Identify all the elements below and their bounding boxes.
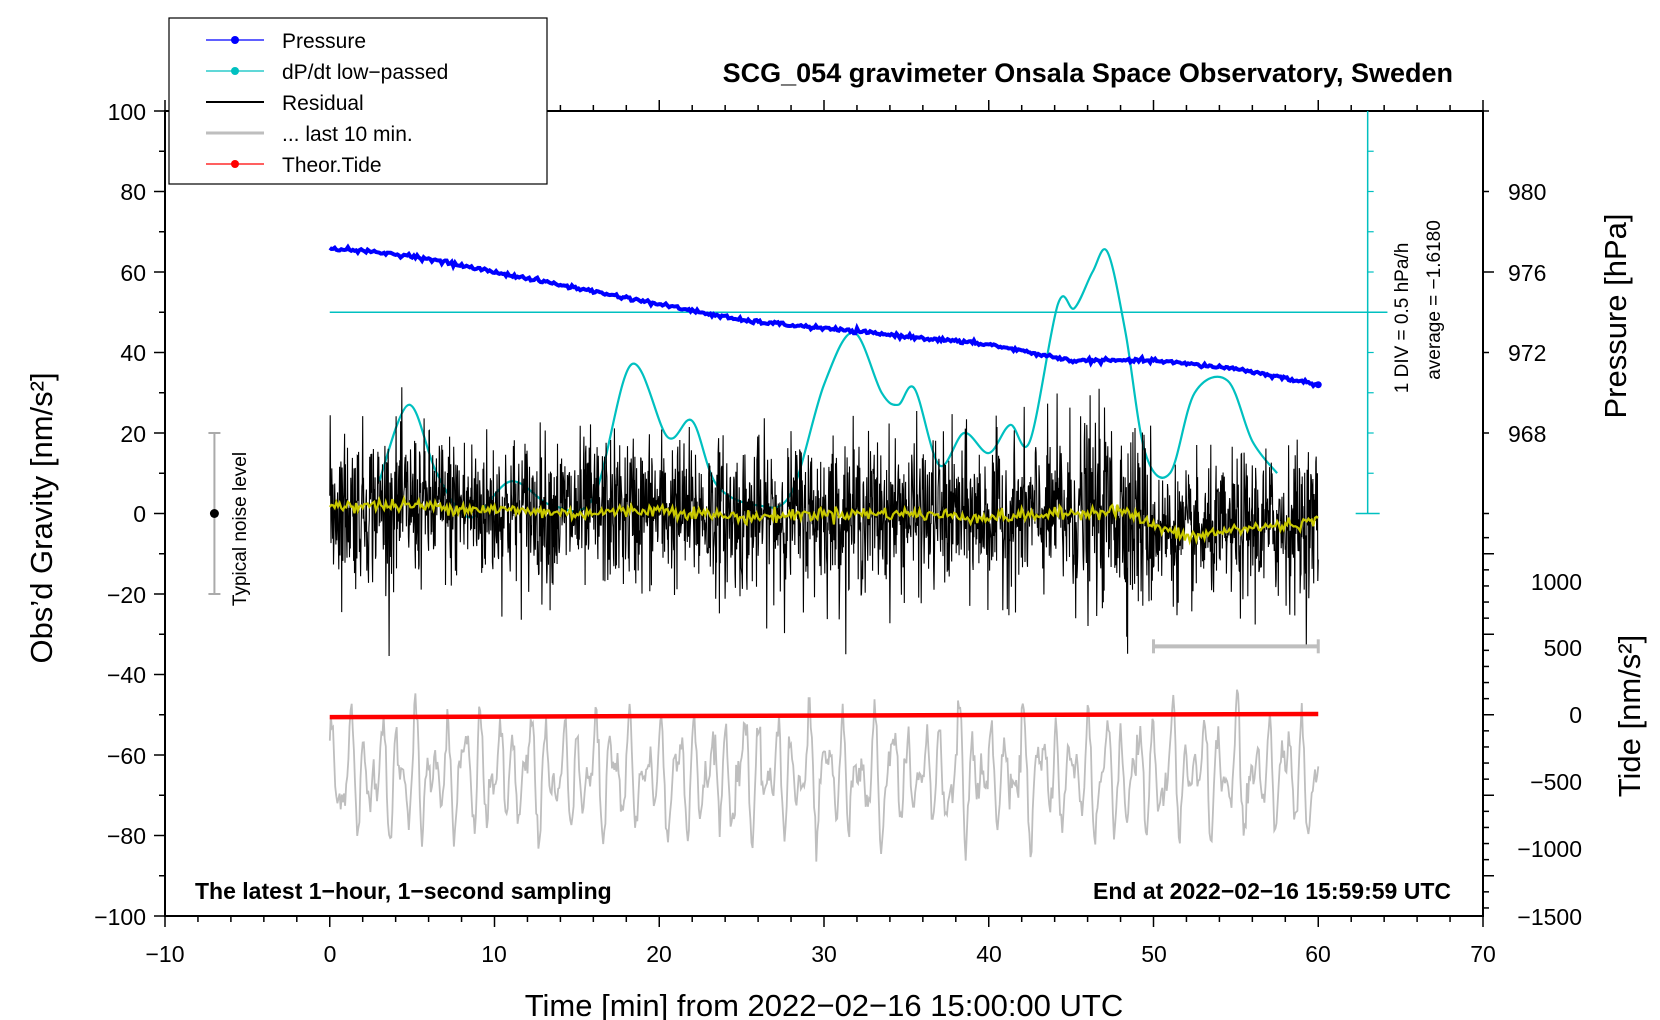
legend-entry-pressure: Pressure xyxy=(206,30,366,53)
pressure-tick-label: 980 xyxy=(1508,179,1546,205)
y-tick-label: 0 xyxy=(133,501,146,527)
tide-tick-labels: 1000 500 0 −500 −1000 −1500 xyxy=(1517,569,1582,930)
y-tick-label: −100 xyxy=(94,904,146,930)
y-tick-label: 80 xyxy=(120,179,146,205)
noise-center-dot xyxy=(209,509,219,518)
residual-smoothed-series xyxy=(328,494,1319,546)
noise-level-label: Typical noise level xyxy=(230,452,251,606)
x-tick-label: 50 xyxy=(1141,941,1167,967)
chart-title: SCG_054 gravimeter Onsala Space Observat… xyxy=(723,58,1453,88)
end-time-label: End at 2022−02−16 15:59:59 UTC xyxy=(1093,878,1451,904)
x-tick-label: 20 xyxy=(646,941,672,967)
y-tick-label: −80 xyxy=(107,823,146,849)
residual-smoothed-line xyxy=(328,494,1319,546)
x-tick-label: 60 xyxy=(1305,941,1331,967)
y-tick-labels-left: 100 80 60 40 20 0 −20 −40 −60 −80 −100 xyxy=(94,99,146,930)
tide-tick-label: −1000 xyxy=(1517,836,1582,862)
axis-ticks xyxy=(154,100,1494,927)
x-tick-labels: −10 0 10 20 30 40 50 60 70 xyxy=(145,941,1495,967)
y-tick-label: −60 xyxy=(107,743,146,769)
y-axis-title-pressure: Pressure [hPa] xyxy=(1598,213,1633,418)
residual-line xyxy=(329,387,1319,657)
legend-label: dP/dt low−passed xyxy=(282,61,448,84)
last-10-min-marker xyxy=(1152,639,1320,654)
y-axis-title-left: Obs’d Gravity [nm/s²] xyxy=(24,372,59,663)
pressure-tick-label: 972 xyxy=(1508,340,1546,366)
y-tick-label: −40 xyxy=(107,662,146,688)
pressure-tick-label: 976 xyxy=(1508,260,1546,286)
pressure-end-dot xyxy=(1314,381,1322,389)
legend-label: Residual xyxy=(282,92,364,115)
tide-tick-label: 0 xyxy=(1569,702,1582,728)
tide-tick-label: −500 xyxy=(1530,769,1582,795)
average-label: average = −1.6180 xyxy=(1424,220,1445,380)
last-10-min-line xyxy=(328,689,1320,862)
legend-entry-last10: ... last 10 min. xyxy=(206,123,413,146)
legend-entry-residual: Residual xyxy=(206,92,364,115)
pressure-tick-labels: 980 976 972 968 xyxy=(1508,179,1546,447)
tide-line xyxy=(329,711,1319,720)
tide-tick-label: 500 xyxy=(1544,635,1582,661)
x-tick-label: 30 xyxy=(811,941,837,967)
legend-entry-dpdt: dP/dt low−passed xyxy=(206,61,448,84)
legend-swatch-dot xyxy=(231,67,239,75)
legend: Pressure dP/dt low−passed Residual ... l… xyxy=(168,17,548,185)
x-tick-label: −10 xyxy=(145,941,184,967)
pressure-line xyxy=(328,243,1320,390)
pressure-series xyxy=(328,243,1322,390)
legend-entry-tide: Theor.Tide xyxy=(206,154,382,177)
noise-level-indicator xyxy=(208,432,221,595)
legend-label: ... last 10 min. xyxy=(282,123,413,146)
tide-tick-label: 1000 xyxy=(1531,569,1582,595)
residual-series xyxy=(329,387,1319,657)
x-tick-label: 0 xyxy=(324,941,337,967)
x-tick-label: 40 xyxy=(976,941,1002,967)
tide-tick-label: −1500 xyxy=(1517,904,1582,930)
pressure-tick-label: 968 xyxy=(1508,421,1546,447)
y-axis-title-tide: Tide [nm/s²] xyxy=(1612,635,1647,798)
y-tick-label: 100 xyxy=(108,99,146,125)
x-axis-title: Time [min] from 2022−02−16 15:00:00 UTC xyxy=(525,988,1124,1020)
legend-swatch-dot xyxy=(231,160,239,168)
x-tick-label: 70 xyxy=(1470,941,1496,967)
dpdt-scale-bar xyxy=(1355,111,1380,515)
y-tick-label: 40 xyxy=(120,340,146,366)
sampling-label: The latest 1−hour, 1−second sampling xyxy=(195,878,612,904)
y-tick-label: 60 xyxy=(120,260,146,286)
div-label: 1 DIV = 0.5 hPa/h xyxy=(1392,243,1413,394)
y-tick-label: −20 xyxy=(107,582,146,608)
legend-label: Pressure xyxy=(282,30,366,53)
last-10-min-series xyxy=(328,689,1320,862)
legend-label: Theor.Tide xyxy=(282,154,382,177)
x-tick-label: 10 xyxy=(481,941,507,967)
legend-swatch-dot xyxy=(231,36,239,44)
y-tick-label: 20 xyxy=(120,421,146,447)
theoretical-tide-series xyxy=(329,711,1319,720)
